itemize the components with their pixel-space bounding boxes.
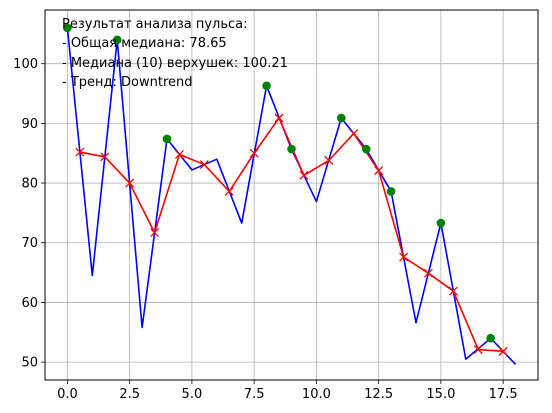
series-2-point — [336, 113, 346, 123]
series-2-point — [287, 144, 296, 154]
series-layer — [63, 23, 517, 366]
series-1-x-marker — [423, 268, 433, 278]
x-tick-label: 2.5 — [119, 387, 140, 402]
series-1-x-marker — [299, 170, 309, 180]
annotation-line-2: - Общая медиана: 78.65 — [62, 36, 227, 51]
series-2-point — [486, 333, 495, 343]
series-1-x-marker — [174, 149, 184, 159]
series-1-x-marker — [199, 160, 209, 170]
series-1-x-marker — [224, 186, 234, 196]
x-tick-label: 17.5 — [489, 387, 518, 402]
series-1-x-marker — [75, 147, 85, 157]
series-2-point — [361, 144, 371, 154]
series-1-x-marker — [274, 113, 284, 123]
axes-frame — [44, 9, 539, 381]
series-1-x-marker — [100, 152, 110, 162]
y-tick-label: 70 — [21, 236, 38, 251]
annotation-box: Результат анализа пульса: - Общая медиан… — [62, 17, 288, 90]
series-1-x-marker — [125, 178, 135, 188]
x-tick-label: 12.5 — [364, 387, 393, 402]
series-2-point — [386, 187, 396, 196]
series-1-x-marker — [473, 345, 483, 355]
y-tick-label: 80 — [21, 177, 38, 192]
y-tick-label: 50 — [21, 356, 38, 371]
series-2-point — [112, 35, 122, 45]
series-2-point — [63, 23, 72, 33]
annotation-line-4: - Тренд: Downtrend — [62, 75, 193, 90]
series-2-point — [436, 218, 446, 228]
series-1-x-marker — [399, 252, 409, 262]
y-tick-label: 90 — [21, 117, 38, 132]
series-2-point — [262, 81, 271, 91]
x-tick-label: 7.5 — [244, 387, 265, 402]
series-2-point — [162, 134, 172, 144]
ticks: 0.0 2.5 5.0 7.5 10.0 12.5 15.0 17.5 50 60 70 80 90 10… — [13, 57, 517, 402]
annotation-line-1: Результат анализа пульса: — [62, 17, 248, 32]
series-1-x-marker — [150, 228, 160, 238]
series-1-x-marker — [448, 286, 458, 296]
series-1-x-marker — [249, 148, 259, 158]
x-tick-label: 5.0 — [182, 387, 203, 402]
series-1-x-marker — [498, 346, 508, 356]
y-tick-label: 100 — [13, 57, 38, 72]
x-tick-label: 15.0 — [426, 387, 455, 402]
y-tick-label: 60 — [21, 296, 38, 311]
series-1-x-marker — [324, 155, 334, 165]
series-1-x-marker — [374, 166, 384, 175]
annotation-line-3: - Медиана (10) верхушек: 100.21 — [62, 56, 288, 71]
x-tick-label: 10.0 — [302, 387, 331, 402]
x-tick-label: 0.0 — [57, 387, 78, 402]
series-1-x-marker — [349, 129, 359, 138]
